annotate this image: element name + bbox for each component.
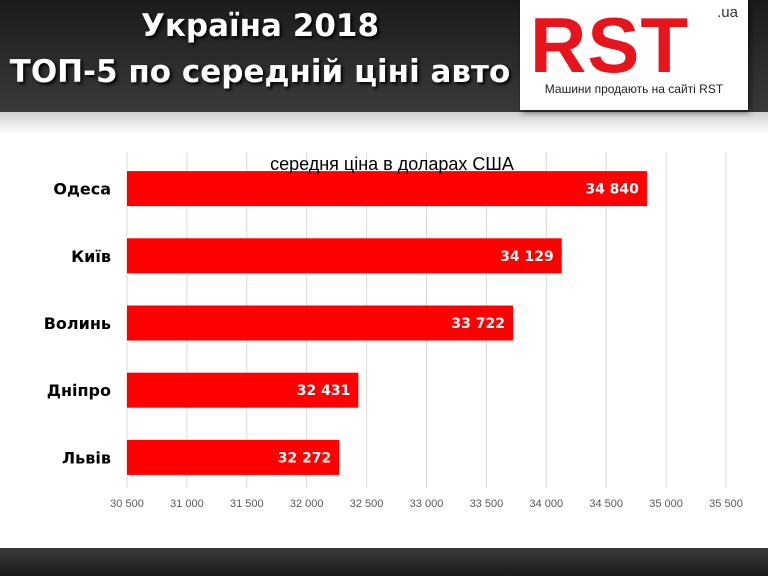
bar-value-label: 33 722 — [451, 316, 505, 332]
x-tick-label: 34 500 — [589, 498, 623, 510]
category-label: Волинь — [44, 314, 111, 333]
x-tick-label: 30 500 — [110, 498, 144, 510]
x-tick-label: 35 500 — [709, 498, 743, 510]
logo-domain: .ua — [717, 4, 738, 21]
bar-value-label: 34 129 — [500, 249, 554, 265]
x-tick-label: 31 500 — [230, 498, 264, 510]
bar — [127, 238, 562, 274]
bar-value-label: 32 272 — [278, 450, 332, 466]
page-subtitle: ТОП-5 по середній ціні авто — [9, 54, 511, 90]
category-label: Одеса — [53, 180, 111, 199]
category-label: Київ — [71, 247, 111, 266]
x-tick-label: 34 000 — [529, 498, 563, 510]
page-title: Україна 2018 — [140, 8, 380, 44]
x-tick-label: 33 000 — [410, 498, 444, 510]
bar — [127, 171, 647, 207]
bar-value-label: 34 840 — [585, 182, 639, 198]
x-tick-label: 33 500 — [470, 498, 504, 510]
header-shadow — [0, 112, 768, 134]
footer-bar — [0, 548, 768, 576]
x-tick-label: 32 000 — [290, 498, 324, 510]
bar — [127, 372, 359, 408]
chart-title: середня ціна в доларах США — [270, 154, 514, 174]
logo-tagline: Машини продають на сайті RST — [544, 82, 724, 96]
x-tick-label: 31 000 — [170, 498, 204, 510]
category-label: Дніпро — [47, 381, 111, 400]
x-tick-label: 35 000 — [649, 498, 683, 510]
bar-value-label: 32 431 — [297, 383, 351, 399]
logo-wordmark: RST — [530, 1, 689, 89]
rst-logo: RST .ua Машини продають на сайті RST — [520, 0, 748, 110]
bar — [127, 305, 513, 341]
bar — [127, 439, 340, 475]
category-label: Львів — [62, 448, 111, 467]
x-tick-label: 32 500 — [350, 498, 384, 510]
